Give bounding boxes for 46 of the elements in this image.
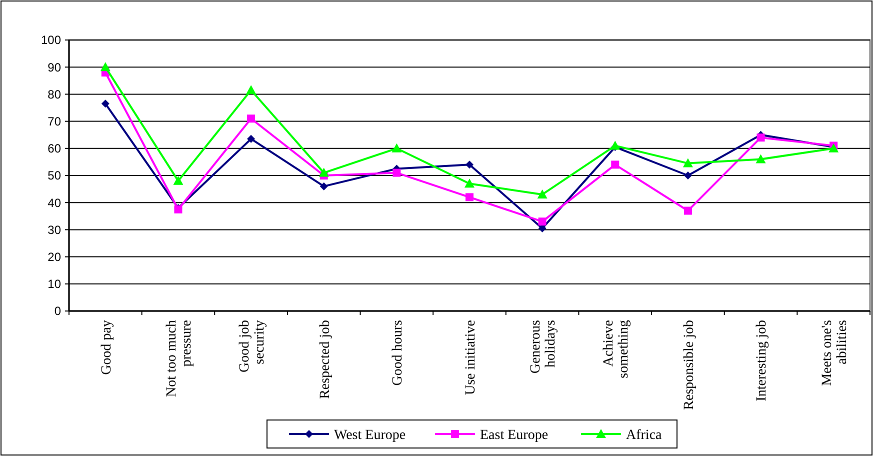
point xyxy=(466,160,474,169)
point xyxy=(247,114,256,123)
y-tick-label: 50 xyxy=(48,168,62,183)
point xyxy=(101,100,110,108)
legend-label: West Europe xyxy=(334,428,406,443)
point xyxy=(173,176,184,185)
x-tick-label: Respected job xyxy=(318,320,333,399)
point xyxy=(320,182,328,190)
y-tick-label: 30 xyxy=(48,222,62,237)
point xyxy=(318,168,329,177)
y-tick-label: 0 xyxy=(54,304,62,318)
legend-label: East Europe xyxy=(480,428,548,443)
point xyxy=(611,160,620,169)
point xyxy=(684,172,692,180)
point xyxy=(464,178,474,188)
point xyxy=(392,143,402,152)
y-tick-label: 90 xyxy=(48,60,62,74)
point xyxy=(246,85,256,94)
y-tick-label: 100 xyxy=(40,33,62,48)
point xyxy=(538,218,546,226)
x-tick-label: Not too much pressure xyxy=(164,320,195,397)
y-tick-label: 10 xyxy=(48,277,62,292)
point xyxy=(100,62,110,72)
y-tick-label: 80 xyxy=(48,87,62,102)
y-tick-label: 20 xyxy=(48,250,62,264)
y-tick-label: 60 xyxy=(48,142,62,156)
legend-label: Africa xyxy=(626,428,663,443)
point xyxy=(247,134,256,143)
x-tick-label: Responsible job xyxy=(682,320,697,410)
x-tick-label: Good pay xyxy=(99,320,114,375)
point xyxy=(537,189,548,198)
point xyxy=(756,154,766,164)
x-tick-label: Interesting job xyxy=(754,320,770,402)
x-tick-label: Generous holidays xyxy=(528,320,559,374)
point xyxy=(756,134,765,142)
x-tick-label: Meets one's abilities xyxy=(820,320,850,386)
point xyxy=(684,206,692,215)
point xyxy=(682,158,693,168)
point xyxy=(466,193,474,202)
x-tick-label: Use initiative xyxy=(463,320,478,396)
x-tick-label: Good job security xyxy=(237,320,268,372)
point xyxy=(392,168,401,177)
y-tick-label: 70 xyxy=(48,114,62,128)
y-tick-label: 40 xyxy=(48,196,62,210)
point xyxy=(610,140,620,150)
x-tick-label: Good hours xyxy=(390,320,406,386)
